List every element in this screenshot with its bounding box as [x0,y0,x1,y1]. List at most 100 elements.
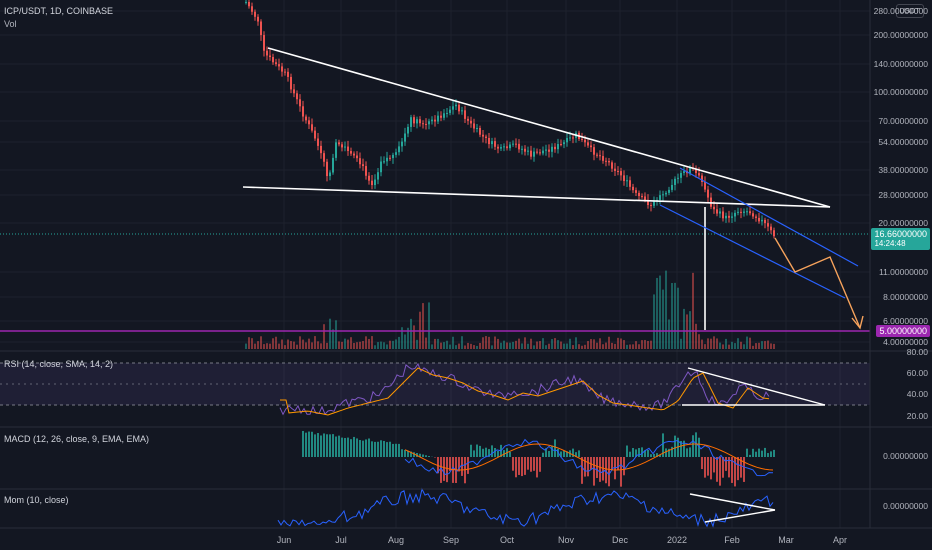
macd-histogram-bar [407,450,409,457]
macd-histogram-bar [599,457,601,482]
macd-histogram-bar [686,448,688,457]
candle-body [284,71,286,73]
price-tick: 20.00000000 [878,218,928,228]
macd-plot [302,430,775,487]
volume-bar [323,324,325,349]
macd-histogram-bar [338,435,340,457]
volume-bar [299,336,301,349]
candle-body [308,120,310,125]
volume-bar [254,343,256,349]
volume-bar [539,341,541,349]
candle-body [299,99,301,107]
rsi-tick: 40.00 [906,389,928,399]
candle-body [482,134,484,137]
price-tick: 280.00000000 [873,6,928,16]
candle-body [632,186,634,191]
macd-histogram-bar [668,448,670,457]
rsi-upper-trendline [687,367,826,406]
candle-body [254,11,256,17]
macd-histogram-bar [752,448,754,457]
volume-bar [683,308,685,349]
volume-bar [353,342,355,349]
volume-bar [641,340,643,349]
macd-histogram-bar [680,441,682,457]
volume-bar [707,338,709,349]
drawings[interactable] [242,47,864,330]
macd-histogram-bar [620,457,622,487]
volume-bar [677,287,679,349]
candle-body [608,161,610,163]
price-tick: 8.00000000 [883,292,928,302]
candle-body [614,168,616,171]
candle-body [530,150,532,157]
volume-bar [305,342,307,349]
macd-histogram-bar [380,440,382,457]
rsi-band [0,362,870,406]
macd-histogram-bar [737,457,739,481]
macd-histogram-bar [515,457,517,478]
candle-body [338,142,340,145]
candle-body [305,116,307,121]
volume-bar [404,334,406,349]
macd-histogram-bar [650,454,652,457]
mom-upper-trendline [689,493,776,511]
candle-body [287,71,289,77]
volume-bar [434,338,436,349]
volume-bar [386,344,388,349]
macd-histogram-bar [770,451,772,457]
macd-histogram-bar [344,437,346,457]
volume-bar [314,336,316,349]
macd-histogram-bar [353,436,355,457]
candle-body [689,167,691,174]
rsi-plot [279,362,826,416]
volume-bar [665,270,667,349]
candle-body [665,192,667,195]
volume-bar [632,344,634,349]
currency-unit-button[interactable]: USDT [895,4,924,18]
candle-body [695,169,697,174]
candle-body [392,154,394,159]
macd-histogram-bar [470,444,472,457]
volume-bar [620,338,622,349]
candle-body [371,180,373,186]
macd-histogram-bar [413,452,415,457]
candle-body [383,161,385,163]
macd-histogram-bar [443,457,445,481]
macd-histogram-bar [761,450,763,457]
volume-bar [383,342,385,349]
horizontal-line [0,233,870,332]
candle-body [539,152,541,154]
macd-histogram-bar [704,457,706,478]
candle-body [725,215,727,219]
candle-body [590,145,592,148]
macd-histogram-bar [482,448,484,457]
candle-body [362,164,364,167]
macd-histogram-bar [440,457,442,483]
candle-body [650,205,652,207]
candle-body [638,192,640,197]
macd-histogram-bar [518,457,520,475]
macd-histogram-bar [329,434,331,457]
candle-body [746,211,748,213]
candle-body [584,139,586,143]
candle-body [311,124,313,131]
volume-bar [671,283,673,349]
macd-histogram-bar [347,437,349,457]
volume-bar [461,336,463,349]
time-tick: Dec [611,535,629,545]
macd-histogram-bar [560,451,562,457]
macd-histogram-bar [689,447,691,457]
candle-body [740,211,742,213]
candle-body [524,148,526,152]
candle-body [350,151,352,154]
volume-bar [575,337,577,349]
volume-bar [656,277,658,349]
time-tick: Jul [335,535,347,545]
volume-bar [365,336,367,349]
candle-body [641,196,643,198]
macd-histogram-bar [671,446,673,457]
candle-body [758,217,760,222]
candle-body [458,104,460,112]
candle-body [422,123,424,125]
